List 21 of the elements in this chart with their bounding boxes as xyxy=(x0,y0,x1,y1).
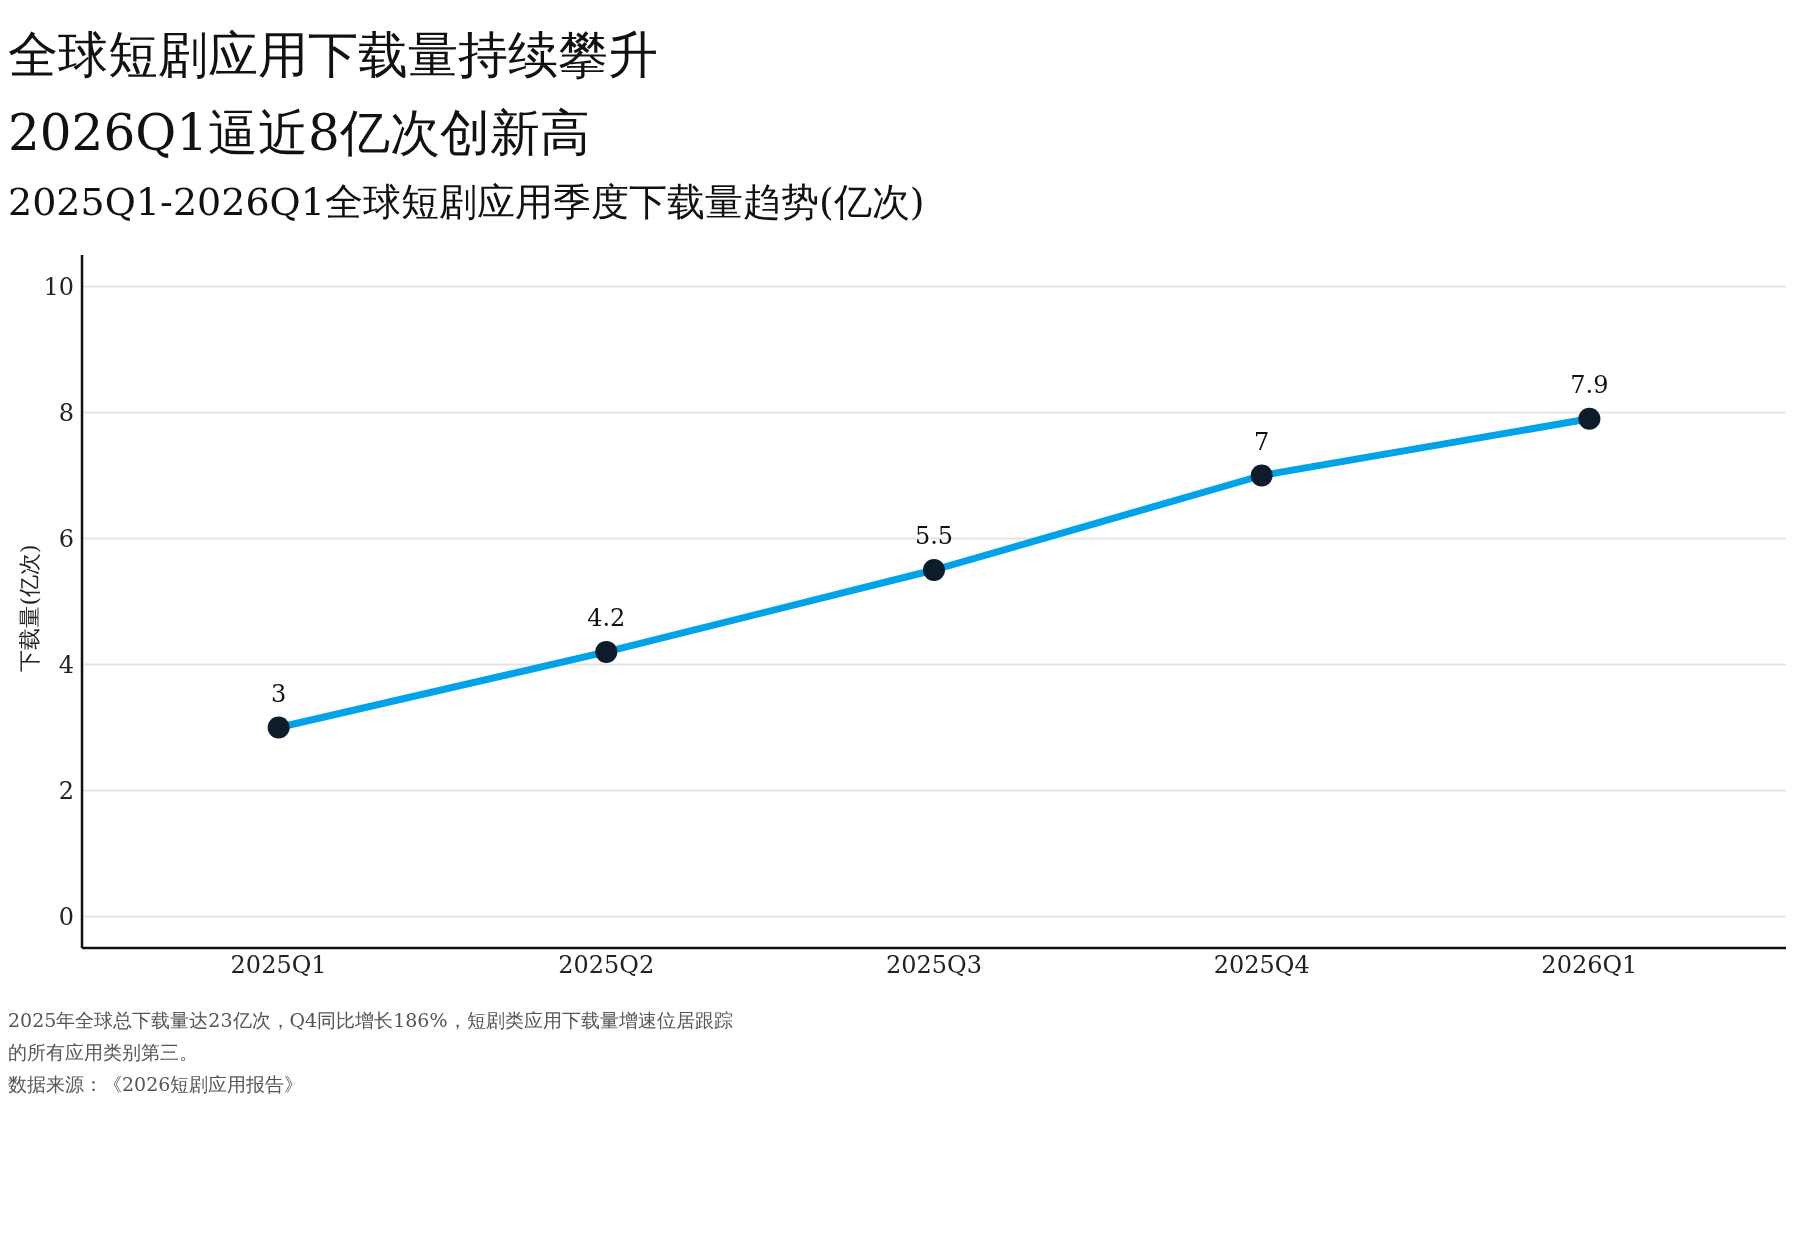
x-tick-label: 2025Q3 xyxy=(885,951,983,980)
x-tick-label: 2025Q4 xyxy=(1213,951,1310,980)
chart-subtitle: 2025Q1-2026Q1全球短剧应用季度下载量趋势(亿次) xyxy=(8,179,925,226)
data-label: 4.2 xyxy=(587,603,626,632)
data-label: 3 xyxy=(270,679,287,708)
x-tick-label: 2025Q2 xyxy=(558,951,655,980)
chart-title: 全球短剧应用下载量持续攀升 2026Q1逼近8亿次创新高 xyxy=(8,25,659,164)
x-tick-label: 2025Q1 xyxy=(230,951,327,980)
text: 2025年全球总下载量达23亿次，Q4同比增长186%，短剧类应用下载量增速位居跟踪的所有应用类别第三。 xyxy=(8,1008,734,1065)
source-note: 数据来源：《2026短剧应用报告》 xyxy=(8,1072,305,1097)
data-label: 7 xyxy=(1254,427,1270,456)
x-tick-label: 2026Q1 xyxy=(1541,951,1638,980)
data-label: 5.5 xyxy=(914,522,954,550)
y-tick-label: 6 xyxy=(58,525,74,554)
y-tick-label: 4 xyxy=(58,651,74,680)
y-tick-label: 0 xyxy=(58,903,74,932)
y-tick-label: 10 xyxy=(43,273,74,302)
y-tick-label: 8 xyxy=(58,399,74,428)
y-tick-label: 2 xyxy=(58,777,74,806)
data-label: 7.9 xyxy=(1570,370,1609,399)
y-axis-title: 下载量(亿次) xyxy=(16,544,43,672)
